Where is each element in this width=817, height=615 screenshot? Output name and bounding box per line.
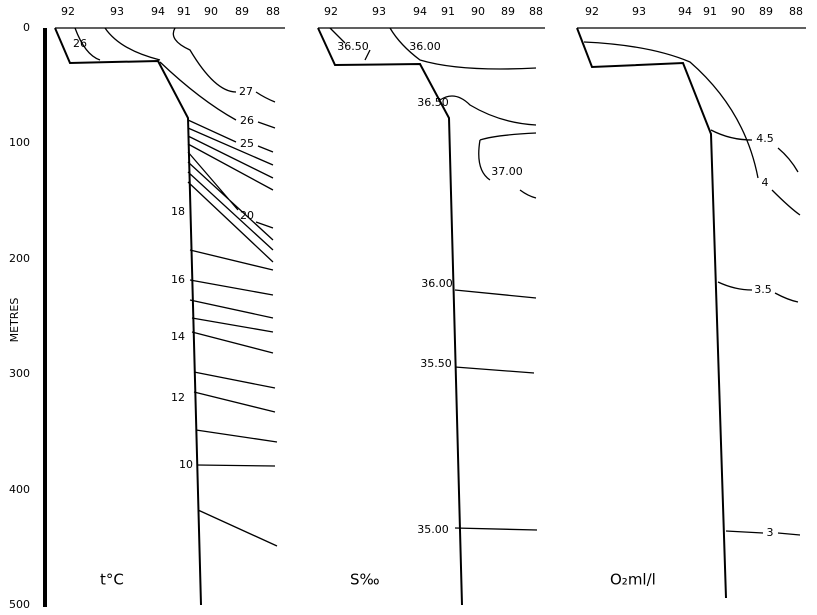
station-label: 94 <box>678 5 692 18</box>
contour-label: 3 <box>767 526 774 539</box>
station-label: 91 <box>703 5 717 18</box>
station-label: 90 <box>204 5 218 18</box>
contour-label: 18 <box>171 205 185 218</box>
stations: 92 93 94 91 90 89 88 <box>324 5 543 18</box>
contour-label: 4 <box>762 176 769 189</box>
panel-oxygen: 92 93 94 91 90 89 88 4.5 4 3.5 3 O₂ml/l <box>576 5 806 599</box>
contour-label: 4.5 <box>756 132 774 145</box>
panel-temperature: 92 93 94 91 90 89 88 26 27 26 25 20 18 1… <box>54 5 285 606</box>
contour-label: 16 <box>171 273 185 286</box>
station-label: 91 <box>441 5 455 18</box>
station-label: 89 <box>759 5 773 18</box>
station-label: 92 <box>324 5 338 18</box>
station-label: 94 <box>151 5 165 18</box>
panel-title: t°C <box>100 571 124 589</box>
station-label: 94 <box>413 5 427 18</box>
contour-label: 37.00 <box>491 165 523 178</box>
station-label: 93 <box>372 5 386 18</box>
contour-label: 35.50 <box>420 357 452 370</box>
station-label: 92 <box>585 5 599 18</box>
isohaline <box>329 27 538 531</box>
tick-label: 100 <box>9 136 30 149</box>
station-label: 89 <box>235 5 249 18</box>
contour-label: 36.50 <box>417 96 449 109</box>
contour-label: 26 <box>73 37 87 50</box>
contour-label: 12 <box>171 391 185 404</box>
station-label: 91 <box>177 5 191 18</box>
contour-label: 20 <box>240 209 254 222</box>
tick-label: 500 <box>9 598 30 611</box>
stations: 92 93 94 91 90 89 88 <box>61 5 280 18</box>
station-label: 93 <box>110 5 124 18</box>
station-label: 88 <box>789 5 803 18</box>
contour-label: 36.00 <box>421 277 453 290</box>
depth-axis: METRES 0 100 200 300 400 500 <box>8 21 47 611</box>
stations: 92 93 94 91 90 89 88 <box>585 5 803 18</box>
contour-label: 3.5 <box>754 283 772 296</box>
station-label: 89 <box>501 5 515 18</box>
station-label: 92 <box>61 5 75 18</box>
contour-label: 36.50 <box>337 40 369 53</box>
isotherm <box>74 27 276 263</box>
bottom-profile <box>576 27 727 599</box>
panel-title: S‰ <box>350 571 380 589</box>
station-label: 88 <box>529 5 543 18</box>
tick-label: 300 <box>9 367 30 380</box>
contour-label: 14 <box>171 330 185 343</box>
contour-label: 36.00 <box>409 40 441 53</box>
contour-label: 25 <box>240 137 254 150</box>
contour-label: 27 <box>239 85 253 98</box>
tick-label: 0 <box>23 21 30 34</box>
panel-title: O₂ml/l <box>610 571 656 589</box>
contour-label: 35.00 <box>417 523 449 536</box>
contour-label: 26 <box>240 114 254 127</box>
bottom-profile <box>317 27 463 606</box>
station-label: 93 <box>632 5 646 18</box>
tick-label: 400 <box>9 483 30 496</box>
contour-label: 10 <box>179 458 193 471</box>
station-label: 90 <box>731 5 745 18</box>
station-label: 90 <box>471 5 485 18</box>
oxygen-contour <box>583 41 801 536</box>
tick-label: 200 <box>9 252 30 265</box>
bottom-profile <box>54 27 202 606</box>
axis-label: METRES <box>8 298 21 343</box>
panel-salinity: 92 93 94 91 90 89 88 36.50 36.00 36.50 3… <box>317 5 545 606</box>
station-label: 88 <box>266 5 280 18</box>
isotherm <box>189 249 278 547</box>
